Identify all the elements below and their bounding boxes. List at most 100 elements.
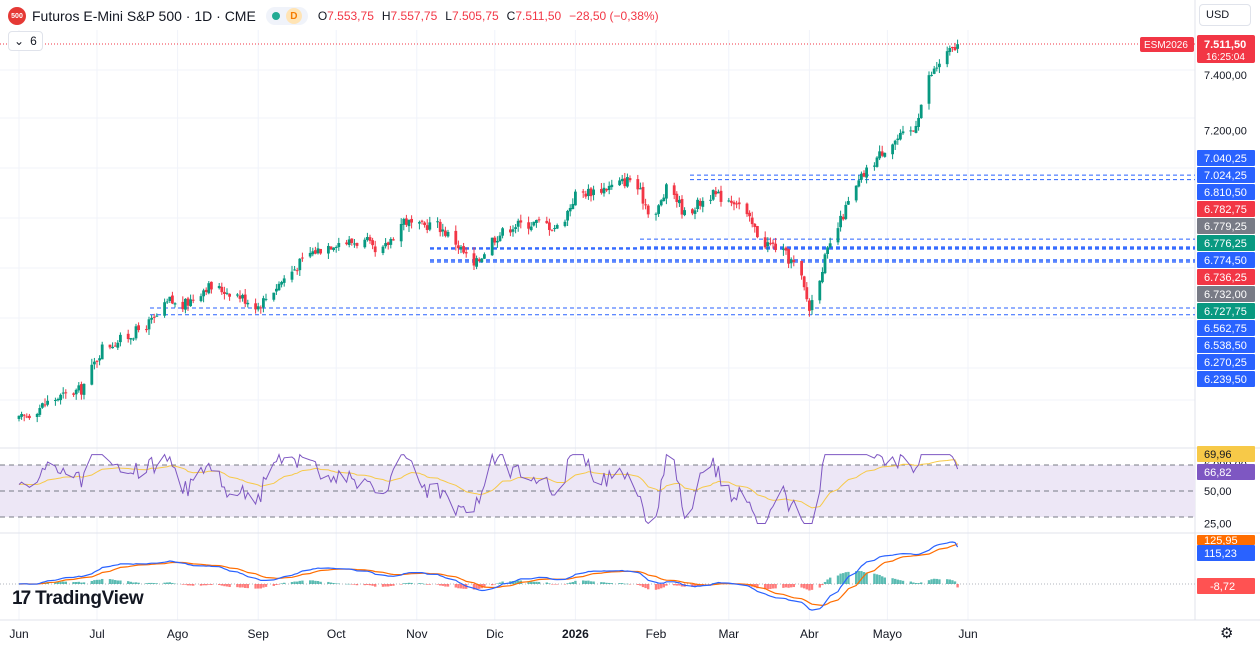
market-status[interactable]: D	[265, 7, 308, 25]
macd-histogram-bar	[839, 573, 842, 584]
macd-histogram-bar	[54, 581, 57, 584]
gear-icon[interactable]: ⚙	[1220, 625, 1234, 642]
macd-histogram-bar	[171, 582, 174, 584]
macd-histogram-bar	[618, 583, 621, 584]
price-level-label: 6.736,25	[1204, 272, 1247, 284]
candle-body	[802, 276, 806, 288]
macd-histogram-bar	[223, 584, 226, 587]
macd-histogram-bar	[800, 584, 803, 588]
candle-body	[334, 246, 338, 248]
macd-histogram-bar	[392, 584, 395, 586]
candle-body	[129, 338, 133, 340]
candle-body	[828, 243, 832, 248]
macd-histogram-bar	[644, 584, 647, 589]
macd-histogram-bar	[535, 581, 538, 584]
macd-histogram-bar	[571, 581, 574, 584]
macd-histogram-bar	[566, 583, 569, 584]
candle-body	[316, 248, 320, 254]
macd-histogram-bar	[225, 584, 229, 587]
candle-body	[880, 151, 884, 156]
candle-body	[891, 144, 894, 155]
candle-body	[259, 307, 263, 309]
candle-body	[571, 203, 575, 210]
macd-histogram-bar	[423, 583, 426, 585]
price-level-tag	[1197, 218, 1255, 234]
candle-body	[272, 292, 276, 300]
price-level-tag	[1197, 150, 1255, 166]
candle-body	[665, 184, 668, 199]
symbol-tag-label: ESM2026	[1144, 40, 1188, 51]
macd-histogram-bar	[628, 584, 632, 585]
macd-histogram-bar	[350, 584, 353, 585]
candle-body	[368, 237, 372, 241]
macd-histogram-bar	[894, 578, 897, 584]
macd-histogram-bar	[116, 580, 119, 584]
price-level-label: 6.810,50	[1204, 187, 1247, 199]
candle-body	[405, 218, 408, 225]
macd-histogram-bar	[662, 584, 665, 588]
macd-histogram-bar	[410, 582, 413, 584]
tradingview-logo-text: TradingView	[35, 588, 144, 609]
candle-body	[384, 243, 387, 247]
candle-body	[74, 389, 78, 395]
macd-histogram-bar	[862, 572, 866, 584]
macd-histogram-bar	[764, 584, 767, 590]
candle-body	[836, 228, 840, 243]
macd-histogram-bar	[348, 583, 351, 585]
candle-body	[119, 334, 122, 343]
time-tick-label: Nov	[406, 627, 427, 641]
macd-histogram-bar	[675, 584, 678, 586]
price-level-tag	[1197, 337, 1255, 353]
indicators-toggle-button[interactable]: ⌄ 6	[8, 31, 43, 51]
macd-histogram-bar	[530, 581, 533, 584]
candle-body	[293, 269, 296, 271]
candle-body	[72, 393, 75, 395]
time-tick-label: Sep	[248, 627, 270, 641]
candle-body	[693, 210, 697, 214]
candle-body	[626, 177, 629, 187]
macd-histogram-bar	[355, 584, 359, 586]
macd-histogram-bar	[345, 583, 348, 585]
macd-histogram-bar	[153, 583, 156, 584]
time-axis[interactable]: Jun Jul Ago Sep Oct Nov Dic 2026 Feb Mar Abr Mayo Ju…	[9, 627, 977, 641]
price-axis[interactable]: 7.400,007.200,006.000,007.511,5016:25:04…	[1140, 35, 1255, 594]
macd-histogram-bar	[166, 582, 169, 584]
tradingview-logo[interactable]: 17 TradingView	[12, 588, 144, 610]
candle-body	[425, 225, 429, 231]
macd-histogram-bar	[621, 583, 624, 584]
macd-histogram-bar	[62, 581, 65, 584]
candle-body	[769, 243, 772, 245]
candle-body	[927, 75, 931, 104]
macd-histogram-bar	[218, 584, 221, 586]
candle-body	[290, 271, 294, 280]
candle-body	[371, 240, 374, 246]
macd-histogram-bar	[920, 582, 923, 584]
macd-histogram-bar	[896, 579, 899, 584]
candle-body	[516, 220, 520, 227]
macd-histogram-bar	[236, 584, 239, 588]
candle-body	[454, 230, 458, 245]
macd-histogram-bar	[108, 579, 112, 584]
candle-body	[298, 258, 302, 271]
symbol-title[interactable]: Futuros E-Mini S&P 500 · 1D · CME	[32, 8, 256, 24]
macd-histogram-bar	[371, 584, 374, 586]
currency-button[interactable]: USD	[1199, 4, 1251, 26]
macd-histogram-bar	[491, 584, 494, 586]
candle-body	[511, 229, 515, 232]
candle-body	[46, 400, 49, 405]
macd-histogram-bar	[129, 581, 132, 584]
macd-histogram-bar	[574, 580, 577, 584]
macd-histogram-bar	[457, 584, 460, 589]
candle-body	[191, 299, 195, 301]
macd-histogram-bar	[389, 584, 392, 587]
candle-body	[930, 74, 933, 76]
macd-histogram-bar	[444, 584, 447, 587]
candle-body	[639, 188, 642, 190]
candle-body	[392, 239, 395, 241]
candle-body	[389, 238, 393, 245]
macd-histogram-bar	[498, 582, 502, 584]
price-level-label: 6.732,00	[1204, 289, 1247, 301]
candle-body	[444, 230, 447, 236]
macd-histogram-bar	[353, 584, 356, 585]
